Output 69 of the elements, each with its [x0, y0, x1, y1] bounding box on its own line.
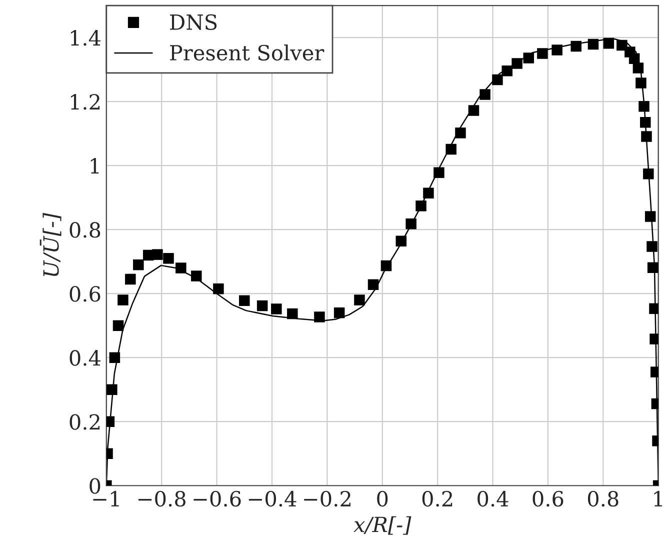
point [434, 167, 444, 178]
point [287, 308, 298, 320]
point [480, 89, 490, 100]
point [512, 58, 522, 69]
point [416, 200, 426, 212]
x-tick-label: −0.6 [194, 490, 241, 507]
y-tick-label: 1 [90, 158, 99, 174]
point [423, 188, 434, 198]
point [636, 78, 646, 88]
point [118, 294, 128, 306]
point [163, 253, 174, 264]
point [632, 62, 644, 74]
point [256, 300, 268, 312]
y-tick-label: 0.8 [70, 222, 100, 238]
point [271, 304, 282, 314]
point [643, 168, 654, 180]
point [125, 274, 136, 285]
legend-label: Present Solver [170, 44, 324, 61]
y-tick-label: 1.2 [70, 94, 100, 110]
point [380, 260, 392, 272]
y-tick-label: 0.2 [70, 414, 100, 430]
x-tick-label: −0.2 [304, 490, 350, 507]
x-tick-label: 0.4 [478, 490, 508, 507]
y-axis-title: U/Ū[-] [40, 212, 62, 276]
x-tick-label: 0 [377, 490, 388, 507]
x-tick-label: 0.6 [532, 490, 564, 507]
point [492, 74, 503, 86]
point [603, 38, 614, 49]
point [176, 262, 186, 274]
x-tick-label: −0.8 [138, 490, 186, 507]
point [396, 236, 407, 246]
point [106, 384, 118, 395]
point [112, 320, 124, 331]
point [468, 105, 480, 116]
point [649, 303, 658, 314]
point [354, 294, 365, 306]
y-tick-label: 0.6 [70, 286, 100, 302]
point [646, 241, 658, 252]
x-tick-label: 0.8 [588, 490, 618, 507]
point [647, 262, 658, 274]
point [570, 40, 582, 52]
point [368, 279, 379, 290]
point [109, 352, 120, 363]
y-tick-label: 1.4 [70, 30, 100, 46]
point [523, 52, 534, 64]
point [502, 65, 512, 76]
point [446, 144, 456, 155]
point [588, 38, 599, 50]
point [455, 128, 466, 138]
x-axis-title: x/R[-] [354, 516, 412, 535]
point [644, 211, 656, 222]
point [213, 283, 224, 294]
x-tick-label: 1 [654, 490, 662, 506]
y-tick-label: 0.4 [70, 350, 100, 366]
point [190, 270, 202, 282]
point [640, 116, 651, 128]
point [638, 100, 650, 112]
point [314, 312, 325, 322]
point [537, 48, 548, 59]
point [152, 249, 163, 260]
point [334, 307, 345, 318]
point [239, 295, 250, 306]
point [133, 259, 144, 270]
point [641, 131, 652, 142]
point [406, 218, 416, 230]
legend-label: DNS [170, 14, 217, 30]
x-tick-label: −0.4 [248, 490, 296, 507]
x-tick-label: 0.2 [422, 490, 452, 507]
point [552, 44, 562, 56]
